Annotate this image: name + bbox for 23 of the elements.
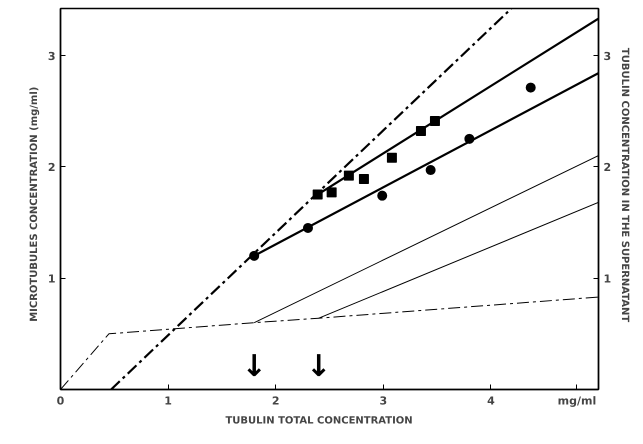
point: [426, 165, 436, 176]
point: [377, 190, 388, 201]
x-tick-label: mg/ml: [558, 394, 596, 408]
y2-tick-label: 2: [604, 161, 612, 174]
x-tick-label: 2: [272, 394, 280, 408]
x-tick-label: 3: [379, 394, 388, 408]
annotation: ↓: [306, 349, 332, 384]
y2-tick-label: 3: [604, 50, 612, 63]
y-tick-label: 2: [48, 161, 56, 174]
y-tick-label: 3: [48, 50, 56, 63]
x-axis-title: TUBULIN TOTAL CONCENTRATION: [225, 416, 413, 426]
point: [386, 152, 397, 163]
point: [358, 174, 369, 184]
x-tick-label: 1: [164, 394, 172, 408]
point: [526, 82, 536, 93]
y-axis-title: MICROTUBULES CONCENTRATION (mg/ml): [28, 86, 40, 322]
point: [326, 187, 337, 198]
y2-axis-title: TUBULIN CONCENTRATION IN THE SUPERNATANT: [619, 48, 630, 322]
x-tick-label: 4: [487, 394, 496, 408]
y-tick-label: 1: [48, 272, 56, 286]
y2-tick-label: 1: [604, 272, 612, 286]
x-tick-label: 0: [56, 394, 65, 408]
annotation: ↓: [242, 349, 267, 384]
